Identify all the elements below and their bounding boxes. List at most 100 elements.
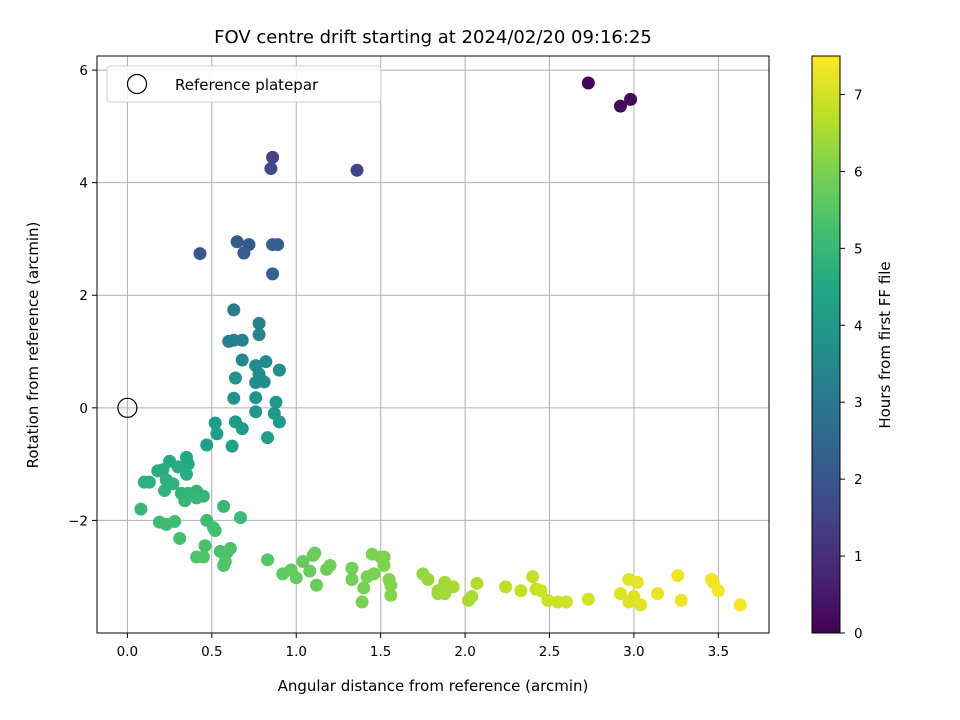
colorbar-tick-label: 2	[854, 472, 863, 488]
data-point	[249, 391, 263, 405]
colorbar-ticks: 0 1 2 3 4 5 6 7	[840, 87, 863, 642]
data-point	[168, 515, 182, 529]
data-point	[257, 375, 271, 389]
colorbar-gradient	[811, 55, 841, 634]
data-point	[309, 578, 323, 592]
data-point	[559, 595, 573, 609]
data-point	[384, 588, 398, 602]
data-point	[217, 499, 231, 513]
data-point	[289, 571, 303, 585]
data-point	[357, 581, 371, 595]
data-point	[651, 587, 665, 601]
x-tick-label: 1.0	[285, 644, 306, 660]
data-point	[296, 555, 310, 569]
data-point	[446, 580, 460, 594]
data-point	[210, 427, 224, 441]
data-point	[674, 593, 688, 607]
data-point	[630, 575, 644, 589]
data-point	[271, 238, 285, 252]
data-point	[272, 415, 286, 429]
colorbar: 0 1 2 3 4 5 6 7 Hours from first FF file	[811, 55, 894, 642]
data-point	[228, 371, 242, 385]
data-point	[711, 584, 725, 598]
data-point	[198, 539, 212, 553]
data-point	[367, 567, 381, 581]
data-point	[345, 561, 359, 575]
data-point	[733, 598, 747, 612]
data-point	[200, 438, 214, 452]
data-point	[235, 333, 249, 347]
colorbar-tick-label: 1	[854, 549, 863, 565]
data-point	[526, 570, 540, 584]
data-point	[230, 235, 244, 249]
x-axis-ticks: 0.0 0.5 1.0 1.5 2.0 2.5 3.0 3.5	[117, 633, 729, 660]
data-point	[266, 267, 280, 281]
data-point	[261, 553, 275, 567]
plot-frame	[96, 55, 770, 634]
data-point	[235, 422, 249, 436]
legend: Reference platepar	[106, 65, 382, 103]
data-point	[671, 569, 685, 583]
data-point	[171, 460, 185, 474]
data-point	[272, 363, 286, 377]
data-point	[237, 246, 251, 260]
data-point	[303, 564, 317, 578]
y-axis-ticks: −2 0 2 4 6	[68, 63, 97, 529]
data-point	[261, 431, 275, 445]
data-point	[235, 353, 249, 367]
colorbar-tick-label: 4	[854, 318, 863, 334]
colorbar-tick-label: 6	[854, 164, 863, 180]
reference-marker	[117, 397, 138, 418]
data-point	[196, 550, 210, 564]
x-tick-label: 0.0	[117, 644, 138, 660]
data-point	[624, 92, 638, 106]
x-tick-label: 1.5	[370, 644, 391, 660]
data-point	[142, 475, 156, 489]
data-point	[534, 584, 548, 598]
data-point	[181, 457, 195, 471]
x-tick-label: 2.5	[539, 644, 560, 660]
y-tick-label: 0	[79, 401, 88, 417]
y-tick-label: 6	[79, 63, 88, 79]
data-point	[465, 589, 479, 603]
data-point	[264, 162, 278, 176]
y-axis-label: Rotation from reference (arcmin)	[24, 222, 42, 469]
data-point	[259, 355, 273, 369]
x-tick-label: 3.0	[623, 644, 644, 660]
data-point	[613, 587, 627, 601]
data-point	[269, 395, 283, 409]
data-point	[158, 484, 172, 498]
data-point	[345, 573, 359, 587]
y-tick-label: 2	[79, 288, 88, 304]
data-point	[266, 150, 280, 164]
x-tick-label: 0.5	[201, 644, 222, 660]
data-point	[613, 99, 627, 113]
data-point	[470, 576, 484, 590]
x-tick-label: 3.5	[708, 644, 729, 660]
data-point	[421, 573, 435, 587]
data-point	[308, 546, 322, 560]
data-point	[384, 578, 398, 592]
y-tick-label: −2	[68, 513, 88, 529]
data-point	[227, 391, 241, 405]
data-point	[225, 439, 239, 453]
x-tick-label: 2.0	[454, 644, 475, 660]
chart-title: FOV centre drift starting at 2024/02/20 …	[214, 27, 652, 48]
data-point	[208, 416, 222, 430]
legend-box	[106, 65, 382, 103]
reference-platepar-marker	[117, 397, 138, 418]
data-point	[581, 592, 595, 606]
data-point	[252, 328, 266, 342]
data-point	[178, 494, 192, 508]
data-point	[355, 595, 369, 609]
data-point	[514, 584, 528, 598]
data-point	[541, 593, 555, 607]
data-point	[581, 76, 595, 90]
data-point	[234, 511, 248, 525]
grid-lines	[97, 56, 769, 633]
data-point	[377, 558, 391, 572]
data-point	[634, 598, 648, 612]
data-point	[499, 580, 513, 594]
legend-label: Reference platepar	[175, 76, 319, 94]
